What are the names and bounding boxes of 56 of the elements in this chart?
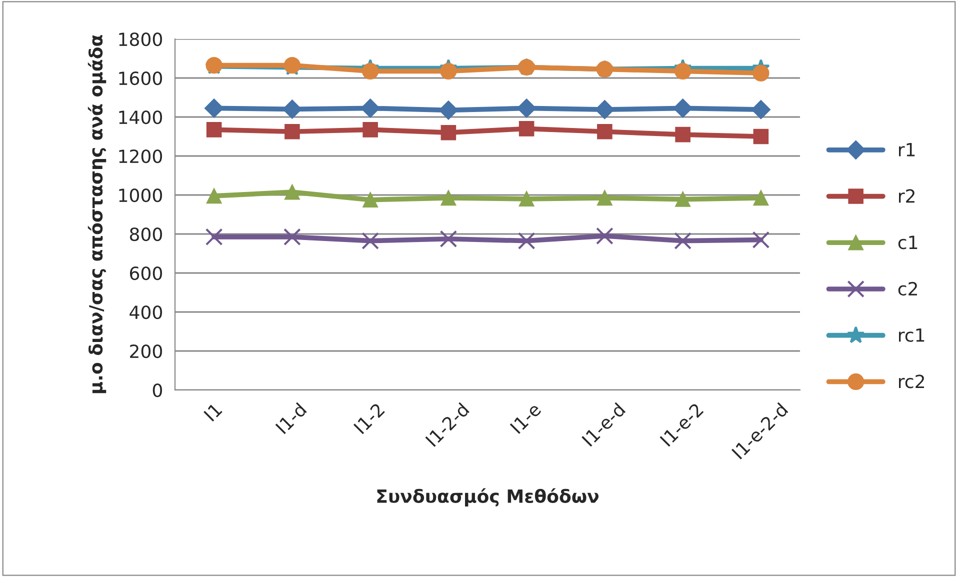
point — [597, 190, 612, 206]
point — [674, 232, 692, 250]
y-tick-label: 1600 — [119, 71, 162, 86]
legend-label: c1 — [898, 236, 918, 250]
point — [284, 124, 300, 140]
point — [362, 122, 378, 138]
point — [753, 128, 769, 144]
point — [206, 122, 222, 138]
legend-label: rc2 — [899, 374, 924, 388]
x-tick-label: I1-2 — [353, 402, 385, 434]
point — [518, 232, 536, 250]
legend-label: c2 — [898, 282, 917, 296]
y-tick-label: 1000 — [119, 188, 162, 202]
point — [362, 62, 379, 80]
point — [284, 228, 301, 246]
y-tick-label: 0 — [152, 383, 162, 398]
point — [518, 121, 534, 136]
point — [440, 124, 456, 140]
y-tick-label: 600 — [130, 266, 162, 280]
point — [440, 62, 457, 80]
y-axis-title: μ.ο διαν/σας απόστασης ανά ομάδα — [88, 35, 106, 394]
point — [753, 190, 769, 206]
y-tick-label: 1200 — [119, 149, 162, 164]
point — [597, 124, 612, 140]
point — [362, 232, 379, 250]
point — [206, 188, 222, 204]
point — [596, 227, 614, 245]
x-tick-label: I1-e — [510, 402, 542, 434]
point — [674, 62, 692, 80]
legend-label: r2 — [899, 189, 914, 203]
legend-label: rc1 — [899, 328, 924, 342]
point — [360, 98, 380, 118]
point — [752, 64, 770, 82]
y-tick-label: 200 — [130, 344, 162, 358]
y-tick-label: 400 — [130, 305, 162, 320]
point — [675, 126, 690, 142]
y-tick-label: 800 — [130, 227, 162, 242]
y-tick-label: 1800 — [119, 32, 162, 46]
x-axis-title: Συνδυασμός Μεθόδων — [377, 488, 599, 506]
x-tick-label: I1 — [204, 402, 222, 422]
point — [205, 228, 223, 246]
point — [673, 98, 692, 118]
point — [438, 100, 458, 120]
point — [282, 100, 302, 119]
point — [751, 100, 770, 120]
point — [440, 230, 458, 248]
point — [440, 190, 456, 206]
point — [752, 231, 770, 249]
point — [595, 100, 614, 120]
legend-label: r1 — [899, 143, 915, 156]
point — [284, 184, 300, 200]
point — [517, 98, 536, 118]
y-tick-label: 1400 — [119, 110, 162, 124]
point — [675, 192, 690, 207]
point — [518, 191, 534, 207]
point — [362, 192, 378, 208]
